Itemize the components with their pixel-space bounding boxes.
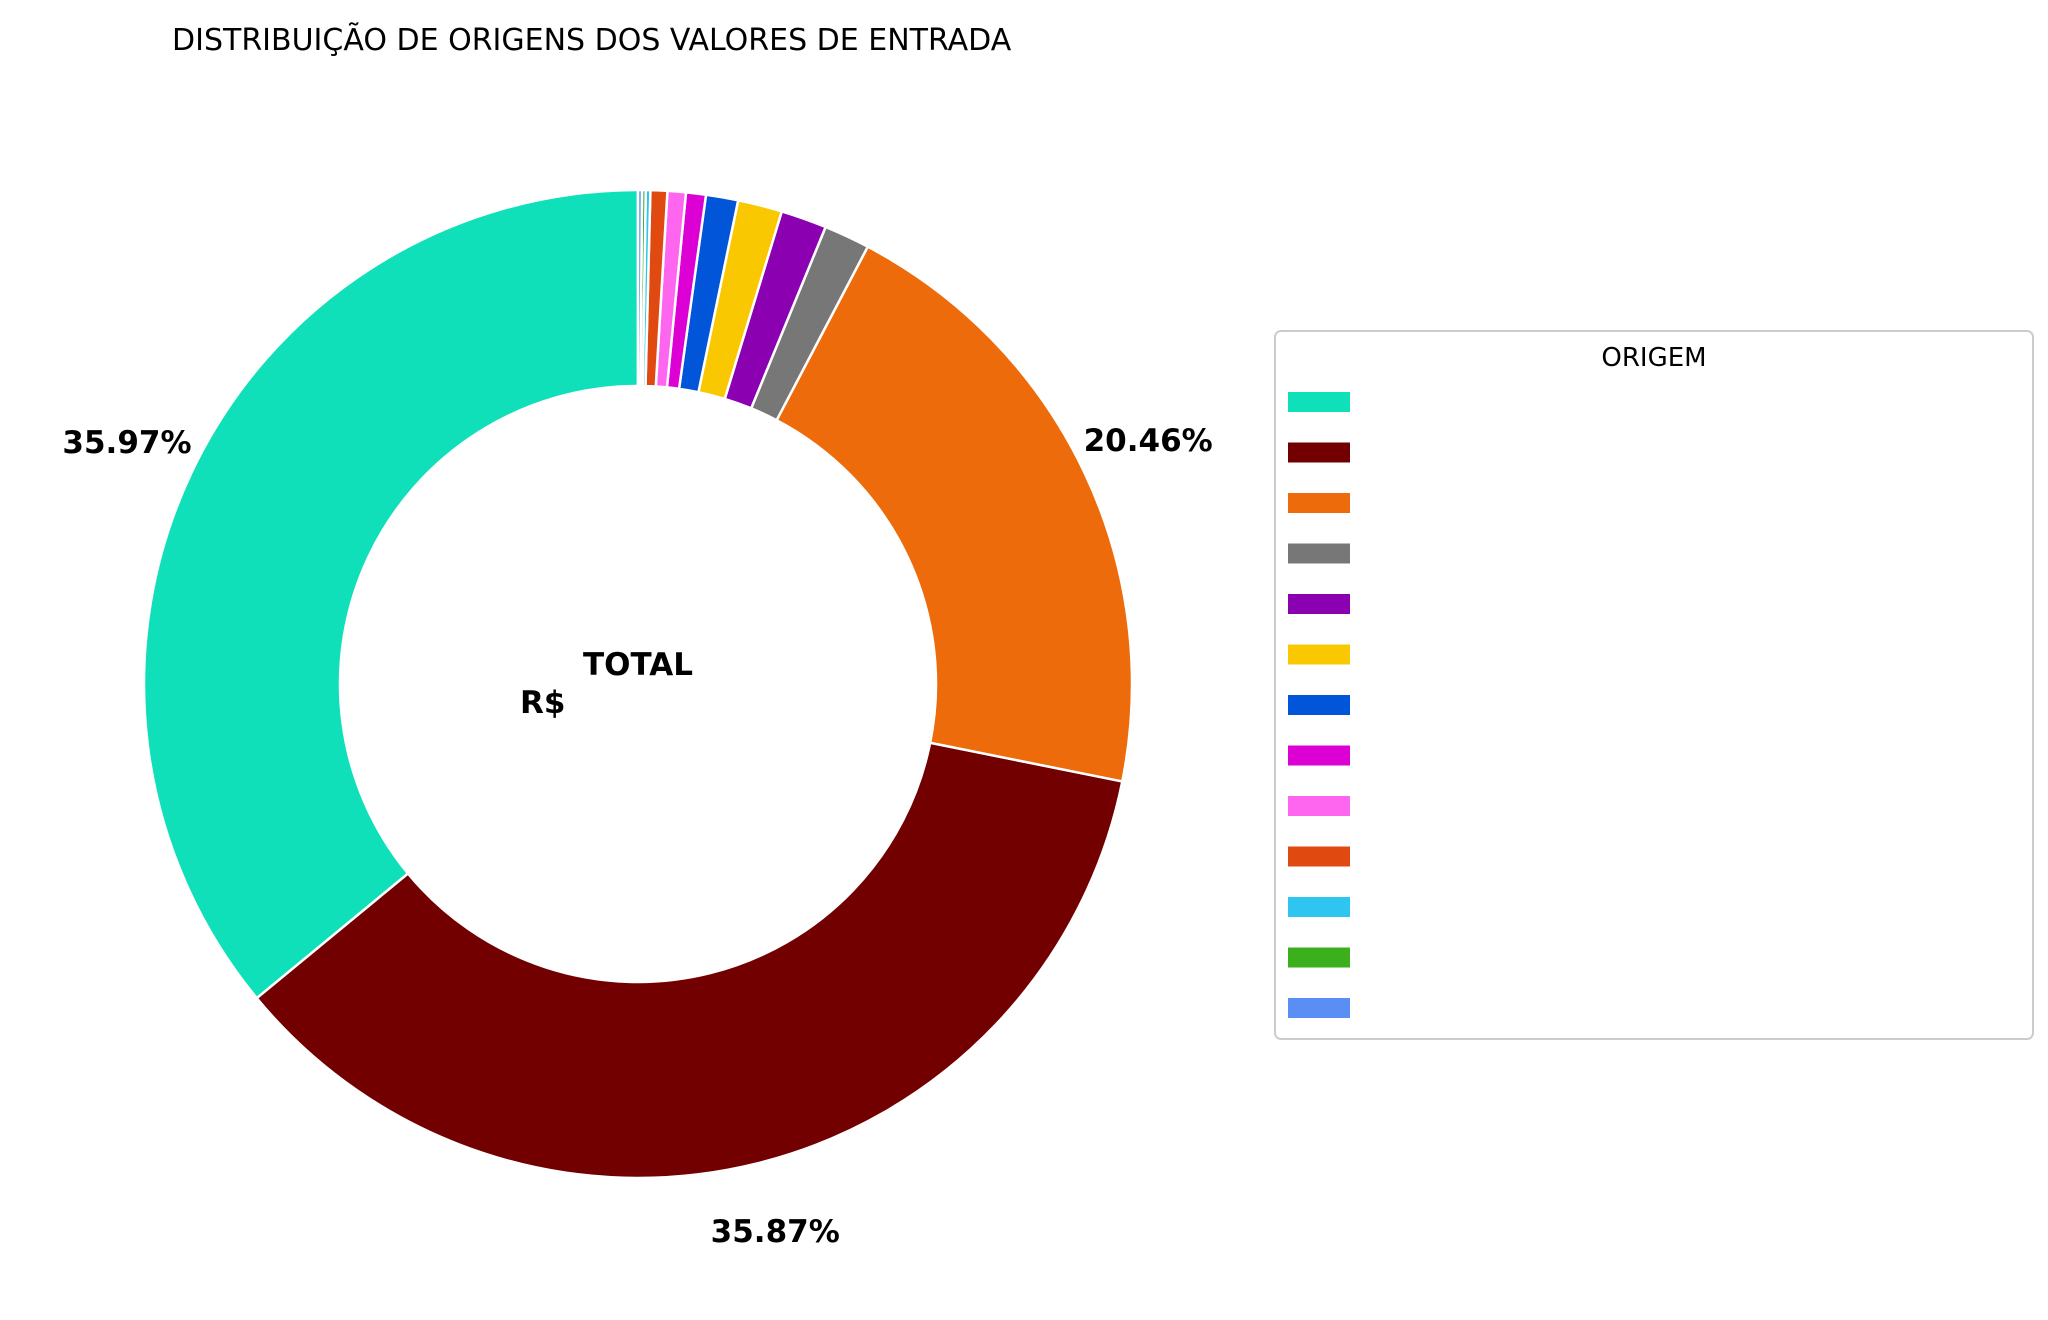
legend-swatch-10: [1288, 846, 1350, 867]
legend-swatch-9: [1288, 796, 1350, 816]
legend-swatch-11: [1288, 897, 1350, 917]
legend-title: ORIGEM: [1601, 343, 1706, 373]
legend-swatch-5: [1288, 594, 1350, 614]
chart-title: DISTRIBUIÇÃO DE ORIGENS DOS VALORES DE E…: [172, 22, 1012, 58]
legend-swatch-8: [1288, 745, 1350, 766]
legend-swatch-2: [1288, 442, 1350, 463]
slice-percentage-labels: 35.97% 35.87% 20.46%: [62, 423, 1212, 1250]
legend-swatch-3: [1288, 493, 1350, 513]
donut-slices: [142, 188, 1134, 1180]
donut-slice-13: [636, 188, 644, 388]
legend-swatch-4: [1288, 543, 1350, 564]
donut-slice-1: [142, 188, 640, 1000]
slice-label-1: 35.97%: [62, 425, 191, 461]
slice-label-3: 20.46%: [1084, 423, 1213, 459]
legend-frame: [1274, 330, 2034, 1040]
legend-items: [1288, 392, 1350, 1018]
legend-swatch-13: [1288, 998, 1350, 1018]
donut-slice-2: [255, 741, 1124, 1180]
center-total-label: TOTAL: [583, 647, 693, 683]
legend-swatch-6: [1288, 644, 1350, 665]
slice-label-2: 35.87%: [711, 1214, 840, 1250]
center-currency-label: R$: [520, 685, 565, 721]
legend-swatch-1: [1288, 392, 1350, 412]
legend-swatch-7: [1288, 695, 1350, 715]
donut-slice-3: [774, 245, 1134, 783]
legend-swatch-12: [1288, 947, 1350, 968]
legend: ORIGEM: [1274, 330, 2034, 1040]
